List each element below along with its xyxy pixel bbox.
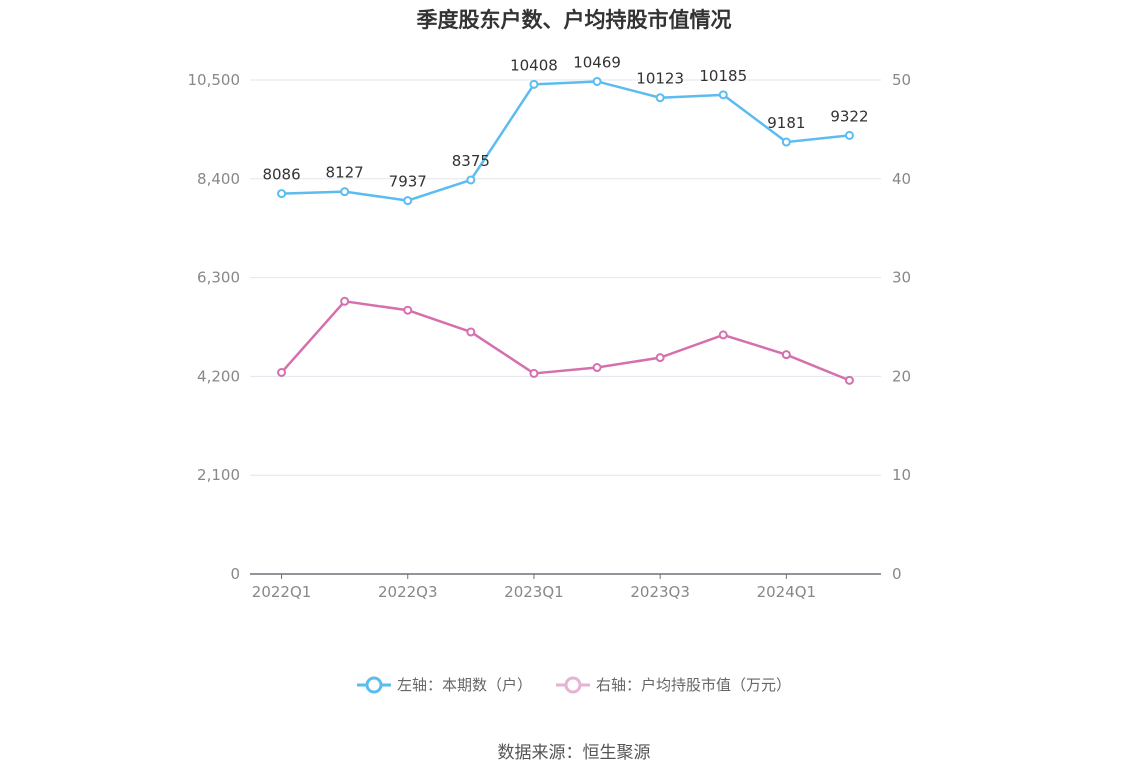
avg-value-data-point <box>277 367 287 377</box>
households-data-point <box>718 90 728 100</box>
x-axis-tick-label: 2022Q3 <box>378 583 438 601</box>
households-data-label: 9322 <box>830 107 868 125</box>
households-data-point <box>844 130 854 140</box>
right-axis-tick-label: 20 <box>892 367 911 385</box>
households-data-point <box>781 137 791 147</box>
households-data-point <box>466 175 476 185</box>
avg-value-data-point <box>529 368 539 378</box>
left-axis-tick-label: 8,400 <box>197 170 240 188</box>
x-axis-tick-label: 2023Q3 <box>630 583 690 601</box>
households-data-point <box>655 93 665 103</box>
households-series-line <box>281 80 850 202</box>
households-data-point <box>592 76 602 86</box>
right-axis-tick-label: 10 <box>892 466 911 484</box>
households-data-label: 10123 <box>636 70 684 88</box>
households-data-point <box>340 187 350 197</box>
avg-value-data-point <box>466 327 476 337</box>
source-note: 数据来源：恒生聚源 <box>497 743 651 763</box>
households-data-label: 10408 <box>510 56 558 74</box>
x-axis-tick-label: 2023Q1 <box>504 583 564 601</box>
avg-value-data-point <box>592 363 602 373</box>
left-axis-tick-label: 4,200 <box>197 367 240 385</box>
x-axis-tick-label: 2024Q1 <box>757 583 817 601</box>
households-data-label: 8086 <box>262 166 300 184</box>
households-data-point <box>529 79 539 89</box>
households-data-label: 8375 <box>452 152 490 170</box>
households-data-point <box>403 196 413 206</box>
legend: 左轴：本期数（户） 右轴：户均持股市值（万元） <box>0 674 1148 695</box>
avg-value-data-point <box>781 350 791 360</box>
right-axis-tick-label: 50 <box>892 71 911 89</box>
avg-value-data-point <box>718 330 728 340</box>
legend-label-avg-value: 右轴：户均持股市值（万元） <box>596 676 792 694</box>
legend-line-circle-icon <box>556 676 590 693</box>
households-data-label: 9181 <box>767 114 805 132</box>
avg-value-data-point <box>403 305 413 315</box>
legend-label-households: 左轴：本期数（户） <box>396 676 532 694</box>
households-data-label: 7937 <box>389 173 427 191</box>
legend-line-circle-icon <box>356 676 391 693</box>
legend-item-households[interactable]: 左轴：本期数（户） <box>356 674 532 695</box>
households-data-label: 10185 <box>699 67 747 85</box>
avg-value-series-line <box>280 300 850 382</box>
right-axis-tick-label: 0 <box>892 565 902 583</box>
chart-title: 季度股东户数、户均持股市值情况 <box>416 8 732 32</box>
left-axis-tick-label: 10,500 <box>188 71 241 89</box>
left-axis-tick-label: 2,100 <box>197 466 240 484</box>
left-axis-tick-label: 0 <box>230 565 240 583</box>
left-axis-tick-label: 6,300 <box>197 269 240 287</box>
households-data-label: 8127 <box>326 164 364 182</box>
households-data-point <box>277 189 287 199</box>
avg-value-data-point <box>655 353 665 363</box>
right-axis-tick-label: 30 <box>892 269 911 287</box>
avg-value-data-point <box>340 296 350 306</box>
x-axis-tick-label: 2022Q1 <box>252 583 312 601</box>
households-data-label: 10469 <box>573 53 621 71</box>
avg-value-data-point <box>844 375 854 385</box>
legend-item-avg-value[interactable]: 右轴：户均持股市值（万元） <box>556 674 791 695</box>
right-axis-tick-label: 40 <box>892 170 911 188</box>
